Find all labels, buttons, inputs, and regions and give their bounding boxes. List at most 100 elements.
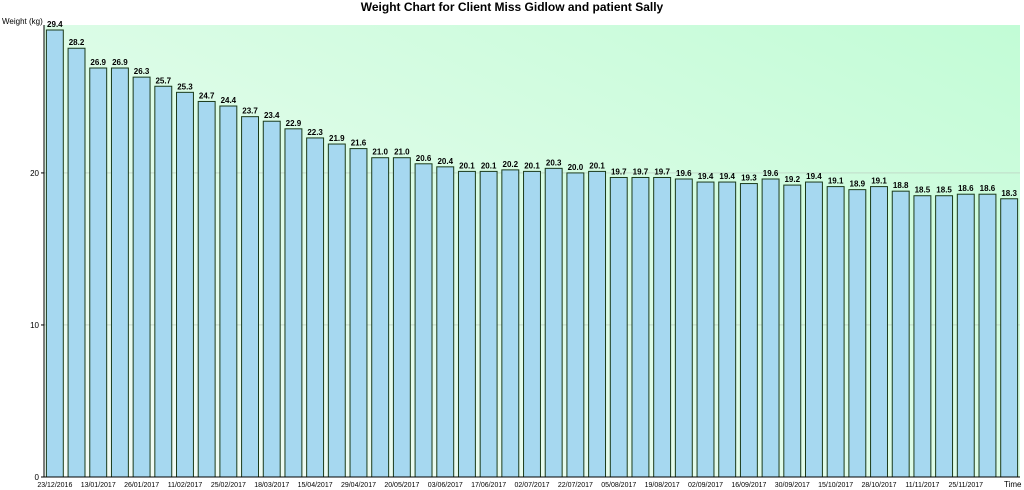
bar-value-label: 21.6 [351,139,367,148]
x-tick-label: 15/04/2017 [298,482,333,489]
bar-value-label: 18.5 [936,186,952,195]
bar [1000,198,1019,478]
bar-value-label: 19.2 [784,175,800,184]
bar [891,190,910,478]
x-tick-label: 23/12/2016 [37,482,72,489]
bar [826,186,845,478]
x-tick-label: 20/05/2017 [384,482,419,489]
bar [132,76,151,478]
bar [609,176,628,478]
bar [804,181,823,478]
bar [262,120,281,478]
bar-value-label: 19.7 [633,167,649,176]
bar-value-label: 18.5 [915,186,931,195]
bar [45,29,64,478]
bar-value-label: 29.4 [47,20,63,29]
x-tick-label: 18/03/2017 [254,482,289,489]
bar [566,172,585,478]
bar [89,67,108,478]
bar-value-label: 23.4 [264,111,280,120]
bar [176,91,194,478]
bar-value-label: 22.3 [307,128,323,137]
bar [761,178,780,478]
bar-value-label: 21.0 [372,148,388,157]
bar-value-label: 19.7 [611,167,627,176]
bar-value-label: 19.4 [698,172,714,181]
bar-value-label: 20.1 [589,161,605,170]
bar [414,163,433,478]
bar [913,195,932,478]
bar-value-label: 20.1 [481,161,497,170]
bar-value-label: 20.1 [524,161,540,170]
x-tick-label: 25/02/2017 [211,482,246,489]
bar-value-label: 19.4 [719,172,735,181]
bar [956,193,975,478]
x-tick-label: 03/06/2017 [428,482,463,489]
bar-value-label: 28.2 [69,38,85,47]
x-tick-label: 26/01/2017 [124,482,159,489]
bar [848,189,867,478]
bar-value-label: 19.4 [806,172,822,181]
bar [436,166,455,478]
bar-value-label: 20.4 [437,157,453,166]
bar-value-label: 20.0 [568,163,584,172]
bar [479,170,498,478]
bar [739,183,758,478]
bar-value-label: 24.4 [221,96,237,105]
x-tick-label: 02/07/2017 [514,482,549,489]
axes: Weight (kg) Time [2,17,1022,489]
bar-value-label: 21.9 [329,134,345,143]
bars [45,29,1019,478]
bar-value-label: 23.7 [242,107,258,116]
x-tick-label: 11/02/2017 [168,482,203,489]
bar-value-label: 26.9 [90,58,106,67]
bar [110,67,129,478]
bar-value-label: 19.6 [676,169,692,178]
bar [978,193,997,478]
value-labels: 29.4 28.2 26.9 26.9 26.3 25.7 25.3 24.7 24.4 23.7… [47,20,1017,198]
bar [241,116,260,478]
bar-value-label: 25.7 [155,76,171,85]
y-tick-label: 0 [35,473,40,482]
x-tick-label: 15/10/2017 [818,482,853,489]
bar [501,169,520,478]
bar [653,176,672,478]
x-ticks: 23/12/2016 13/01/2017 26/01/2017 11/02/2017… [37,482,983,489]
bar [544,167,563,478]
x-tick-label: 25/11/2017 [949,482,984,489]
x-tick-label: 02/09/2017 [688,482,723,489]
bar-value-label: 19.6 [763,169,779,178]
bar [674,178,693,478]
bar [523,170,541,478]
bar [306,137,325,478]
x-tick-label: 19/08/2017 [645,482,680,489]
bar-value-label: 18.9 [850,180,866,189]
bar [631,176,650,478]
x-tick-label: 29/04/2017 [341,482,376,489]
y-tick-label: 20 [30,169,39,178]
y-ticks: 0 10 20 [30,169,44,482]
bar-value-label: 22.9 [286,119,302,128]
bar [696,181,715,478]
bar-value-label: 20.6 [416,154,432,163]
bar [67,47,86,478]
bar [349,148,368,478]
bar [935,195,954,478]
bar [718,181,737,478]
bar [219,105,238,478]
bar-value-label: 19.7 [654,167,670,176]
bar [327,143,346,478]
bar [870,186,888,478]
x-tick-label: 11/11/2017 [905,482,939,489]
bar [284,128,303,478]
x-axis-label: Time [1004,480,1022,489]
bar [154,85,173,478]
bar-value-label: 18.8 [893,181,909,190]
bar-value-label: 19.1 [828,177,844,186]
x-tick-label: 05/08/2017 [601,482,636,489]
bar-value-label: 18.6 [980,184,996,193]
bar-value-label: 21.0 [394,148,410,157]
bar [457,170,476,478]
y-tick-label: 10 [30,321,39,330]
